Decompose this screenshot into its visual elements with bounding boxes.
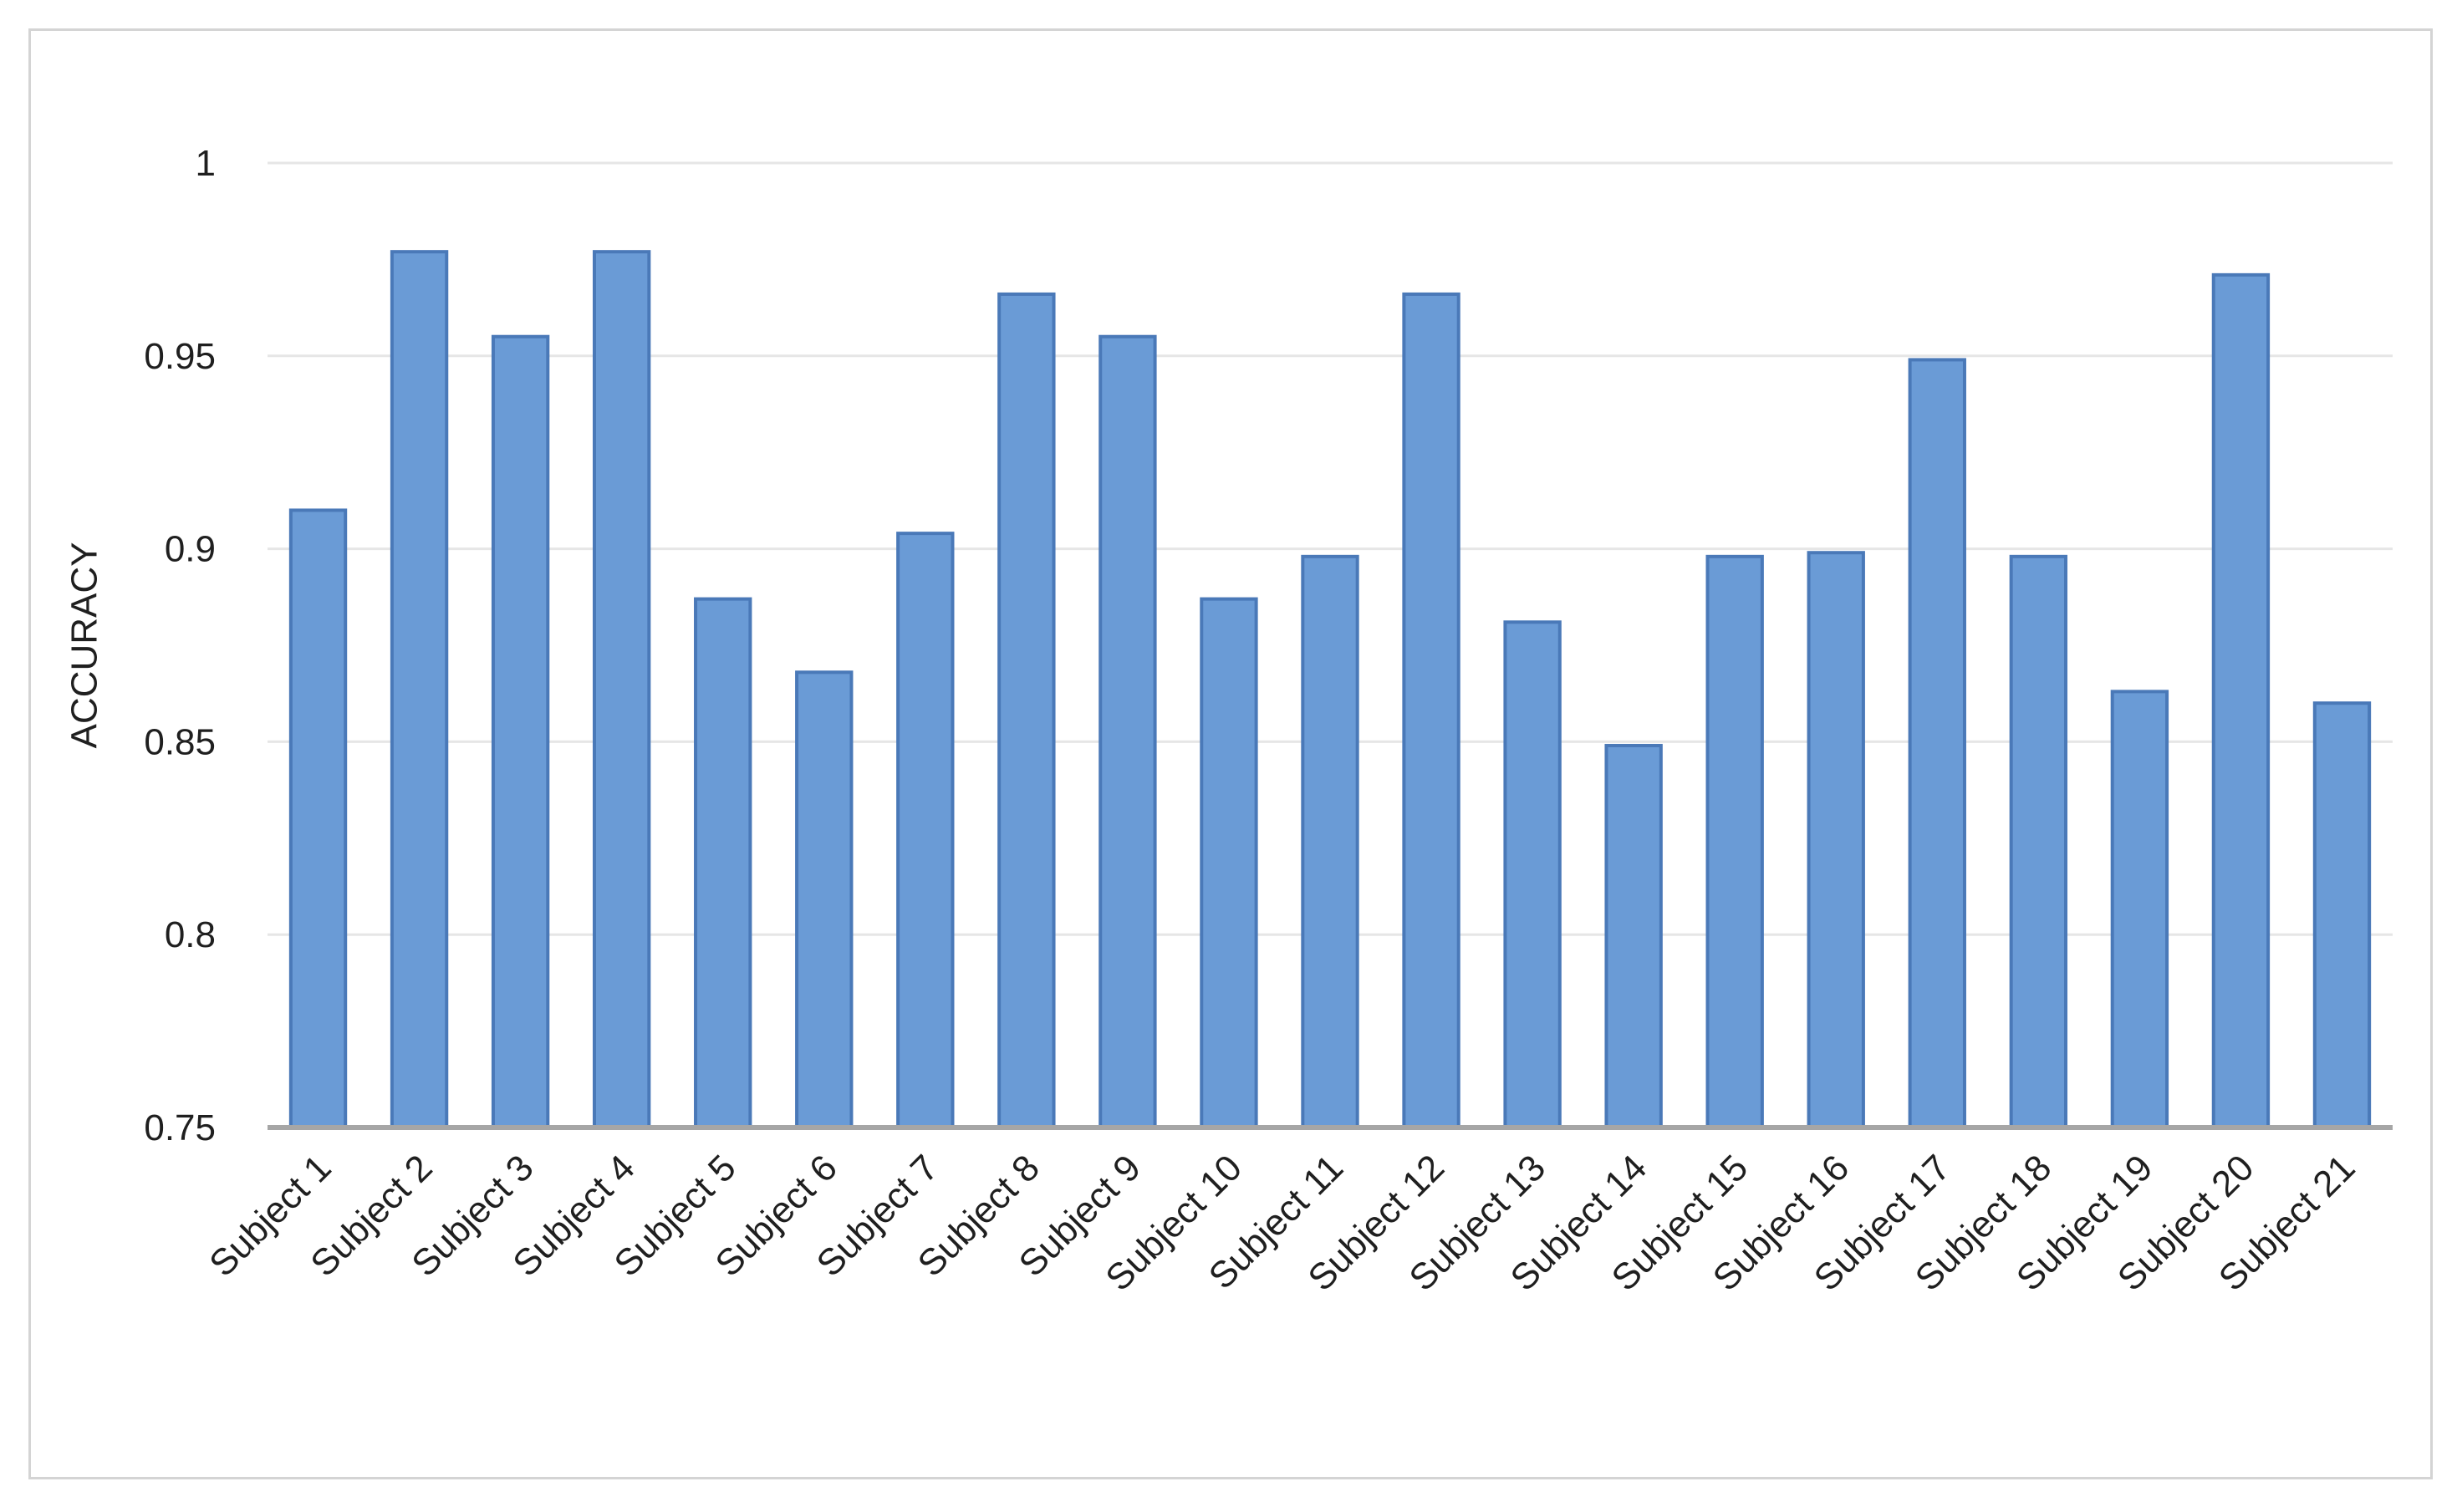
bar (1301, 554, 1359, 1129)
bar (2211, 272, 2271, 1129)
bar (1807, 551, 1865, 1129)
bar (1705, 554, 1764, 1129)
bars (288, 250, 2372, 1130)
bar (592, 250, 651, 1130)
bar (1200, 597, 1258, 1129)
bar (1503, 620, 1562, 1129)
y-tick-label: 0.9 (165, 529, 216, 570)
bar (694, 597, 752, 1129)
bar (288, 508, 348, 1129)
bar (1604, 744, 1663, 1129)
bar (2110, 690, 2169, 1129)
y-axis-tick-labels: 0.75 0.8 0.85 0.9 0.95 1 (144, 143, 216, 1148)
bar (795, 670, 854, 1129)
bar (390, 250, 449, 1130)
y-tick-label: 1 (196, 143, 216, 184)
bar (997, 292, 1056, 1130)
bar (2009, 554, 2068, 1129)
y-tick-label: 0.95 (144, 336, 216, 377)
bar (2312, 701, 2372, 1129)
y-axis-title: ACCURACY (64, 542, 105, 749)
bar (1402, 292, 1460, 1130)
bar (491, 334, 550, 1130)
y-tick-label: 0.75 (144, 1107, 216, 1148)
bar (896, 532, 955, 1129)
bar (1099, 334, 1157, 1130)
y-tick-label: 0.85 (144, 721, 216, 762)
y-tick-label: 0.8 (165, 914, 216, 955)
bar (1908, 358, 1966, 1129)
